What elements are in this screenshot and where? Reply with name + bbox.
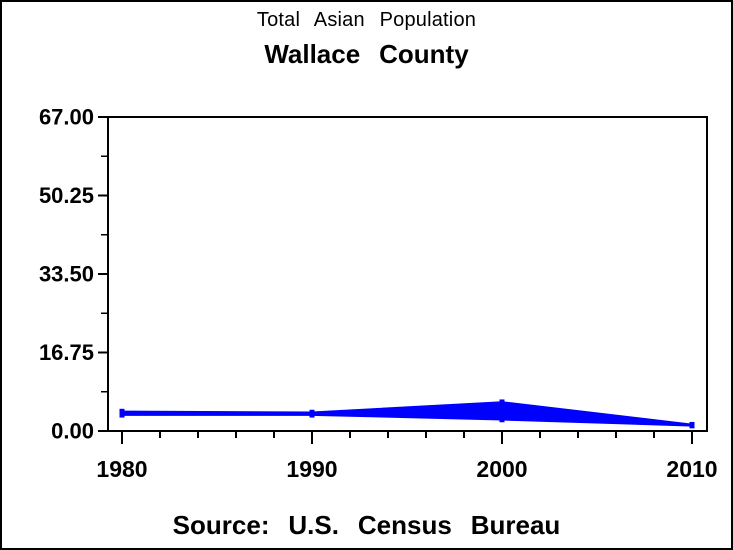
data-point-marker [689,423,695,429]
y-axis: 0.00 16.75 33.50 50.25 67.00 [39,105,108,444]
data-point-marker [499,399,505,405]
x-tick-label: 2000 [476,456,527,482]
population-band-area [121,401,693,427]
x-tick-label: 1990 [286,456,337,482]
y-tick-label: 67.00 [39,105,94,130]
source-footnote: Source: U.S. Census Bureau [172,510,561,540]
x-tick-label: 2010 [666,456,717,482]
data-point-marker [309,409,315,415]
y-tick-label: 33.50 [39,262,94,287]
x-axis: 1980 1990 2000 2010 [96,431,718,482]
data-point-marker [119,412,125,418]
y-tick-label: 16.75 [39,340,94,365]
y-tick-label: 0.00 [51,419,94,444]
x-tick-label: 1980 [96,456,147,482]
y-tick-label: 50.25 [39,183,94,208]
chart-title: Total Asian Population [256,9,477,31]
data-point-marker [309,412,315,418]
data-point-markers [119,399,695,429]
data-point-marker [499,417,505,423]
data-point-marker [119,408,125,414]
chart-subtitle: Wallace County [264,39,469,69]
plot-frame [107,116,708,432]
